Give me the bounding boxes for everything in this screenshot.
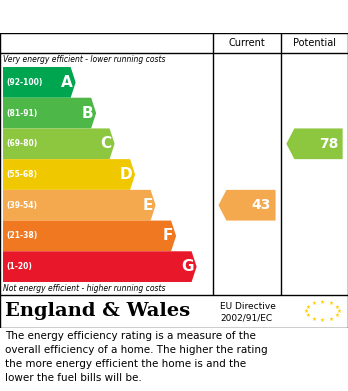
Text: (1-20): (1-20)	[6, 262, 32, 271]
Text: Potential: Potential	[293, 38, 336, 48]
Polygon shape	[3, 159, 135, 190]
Text: 78: 78	[319, 137, 338, 151]
Text: (21-38): (21-38)	[6, 231, 37, 240]
Polygon shape	[3, 190, 156, 221]
Text: (69-80): (69-80)	[6, 139, 37, 148]
Text: ★: ★	[334, 305, 339, 310]
Text: The energy efficiency rating is a measure of the
overall efficiency of a home. T: The energy efficiency rating is a measur…	[5, 331, 268, 383]
Polygon shape	[3, 251, 197, 282]
Polygon shape	[3, 128, 114, 159]
Text: (92-100): (92-100)	[6, 78, 42, 87]
Polygon shape	[286, 128, 343, 159]
Text: ★: ★	[328, 301, 333, 307]
Text: (55-68): (55-68)	[6, 170, 37, 179]
Text: F: F	[163, 228, 173, 244]
Text: E: E	[142, 198, 153, 213]
Text: ★: ★	[303, 309, 308, 314]
Text: A: A	[61, 75, 73, 90]
Text: C: C	[101, 136, 112, 151]
Text: Not energy efficient - higher running costs: Not energy efficient - higher running co…	[3, 284, 166, 293]
Text: EU Directive: EU Directive	[220, 302, 276, 311]
Text: England & Wales: England & Wales	[5, 303, 190, 321]
Text: Current: Current	[229, 38, 266, 48]
Text: (81-91): (81-91)	[6, 109, 37, 118]
Text: Energy Efficiency Rating: Energy Efficiency Rating	[10, 9, 220, 24]
Text: 2002/91/EC: 2002/91/EC	[220, 314, 272, 323]
Text: ★: ★	[312, 317, 317, 321]
Polygon shape	[3, 67, 76, 98]
Text: B: B	[81, 106, 93, 120]
Text: ★: ★	[320, 300, 325, 305]
Polygon shape	[219, 190, 276, 221]
Polygon shape	[3, 98, 96, 128]
Text: ★: ★	[334, 313, 339, 318]
Text: 43: 43	[252, 198, 271, 212]
Text: (39-54): (39-54)	[6, 201, 37, 210]
Text: ★: ★	[306, 305, 311, 310]
Text: G: G	[181, 259, 193, 274]
Text: ★: ★	[306, 313, 311, 318]
Polygon shape	[3, 221, 176, 251]
Text: D: D	[119, 167, 132, 182]
Text: ★: ★	[328, 317, 333, 321]
Text: ★: ★	[320, 318, 325, 323]
Text: ★: ★	[337, 309, 341, 314]
Text: Very energy efficient - lower running costs: Very energy efficient - lower running co…	[3, 55, 166, 64]
Text: ★: ★	[312, 301, 317, 307]
